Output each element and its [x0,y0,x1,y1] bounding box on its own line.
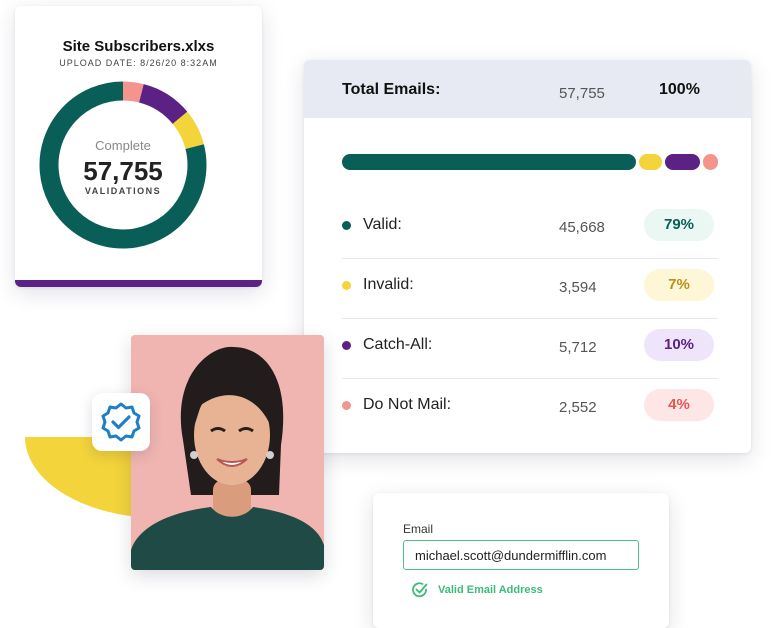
bar-segment-do-not-mail [702,154,718,170]
row-divider [342,258,718,259]
verified-badge [92,393,150,451]
email-field[interactable] [403,540,639,570]
stat-count: 5,712 [559,339,597,356]
stat-row-valid: Valid: 45,668 79% [342,199,718,259]
bar-segment-catch-all [665,154,700,170]
stat-count: 2,552 [559,399,597,416]
check-circle-icon [412,582,428,598]
donut-slice-do-not-mail [122,81,144,103]
profile-photo [131,335,324,570]
donut-slice-valid [39,81,207,249]
stat-row-catch-all: Catch-All: 5,712 10% [342,319,718,379]
stat-percent-badge: 7% [644,269,714,301]
verified-badge-icon [101,402,141,442]
email-stats-card: Total Emails: 57,755 100% Valid: 45,668 … [304,60,751,453]
stat-count: 3,594 [559,279,597,296]
donut-center-label: Complete [95,138,151,153]
distribution-bar [342,154,718,170]
total-emails-count: 57,755 [559,85,605,102]
stat-label: Invalid: [363,276,414,293]
donut-center-value: 57,755 [83,156,163,186]
row-divider [342,318,718,319]
upload-date: UPLOAD DATE: 8/26/20 8:32AM [59,58,218,68]
status-dot [342,221,351,230]
file-title: Site Subscribers.xlxs [62,38,215,55]
total-emails-percent: 100% [659,81,700,98]
stat-count: 45,668 [559,219,605,236]
email-validation-card: Email Valid Email Address [373,493,669,628]
decorative-yellow-shape [25,437,160,518]
donut-center: Complete 57,755 VALIDATIONS [38,80,208,250]
portrait-illustration [131,335,324,570]
stat-percent-badge: 10% [644,329,714,361]
email-field-label: Email [403,522,434,536]
stats-header: Total Emails: 57,755 100% [304,60,751,118]
status-dot [342,281,351,290]
validation-status: Valid Email Address [411,581,543,599]
donut-slice-invalid [172,111,204,150]
stat-percent-badge: 4% [644,389,714,421]
row-divider [342,378,718,379]
donut-slice-catch-all [138,84,188,125]
status-dot [342,401,351,410]
stat-label: Do Not Mail: [363,396,452,413]
total-emails-label: Total Emails: [342,81,441,98]
bar-segment-valid [342,154,637,170]
stat-percent-badge: 79% [644,209,714,241]
stat-label: Valid: [363,216,402,233]
status-dot [342,341,351,350]
bar-segment-invalid [639,154,663,170]
card-accent-strip [15,280,262,287]
validation-donut-chart [39,81,207,249]
valid-email-text: Valid Email Address [438,584,543,596]
stat-row-invalid: Invalid: 3,594 7% [342,259,718,319]
donut-center-sub: VALIDATIONS [84,186,162,196]
stat-row-do-not-mail: Do Not Mail: 2,552 4% [342,379,718,439]
stat-label: Catch-All: [363,336,433,353]
